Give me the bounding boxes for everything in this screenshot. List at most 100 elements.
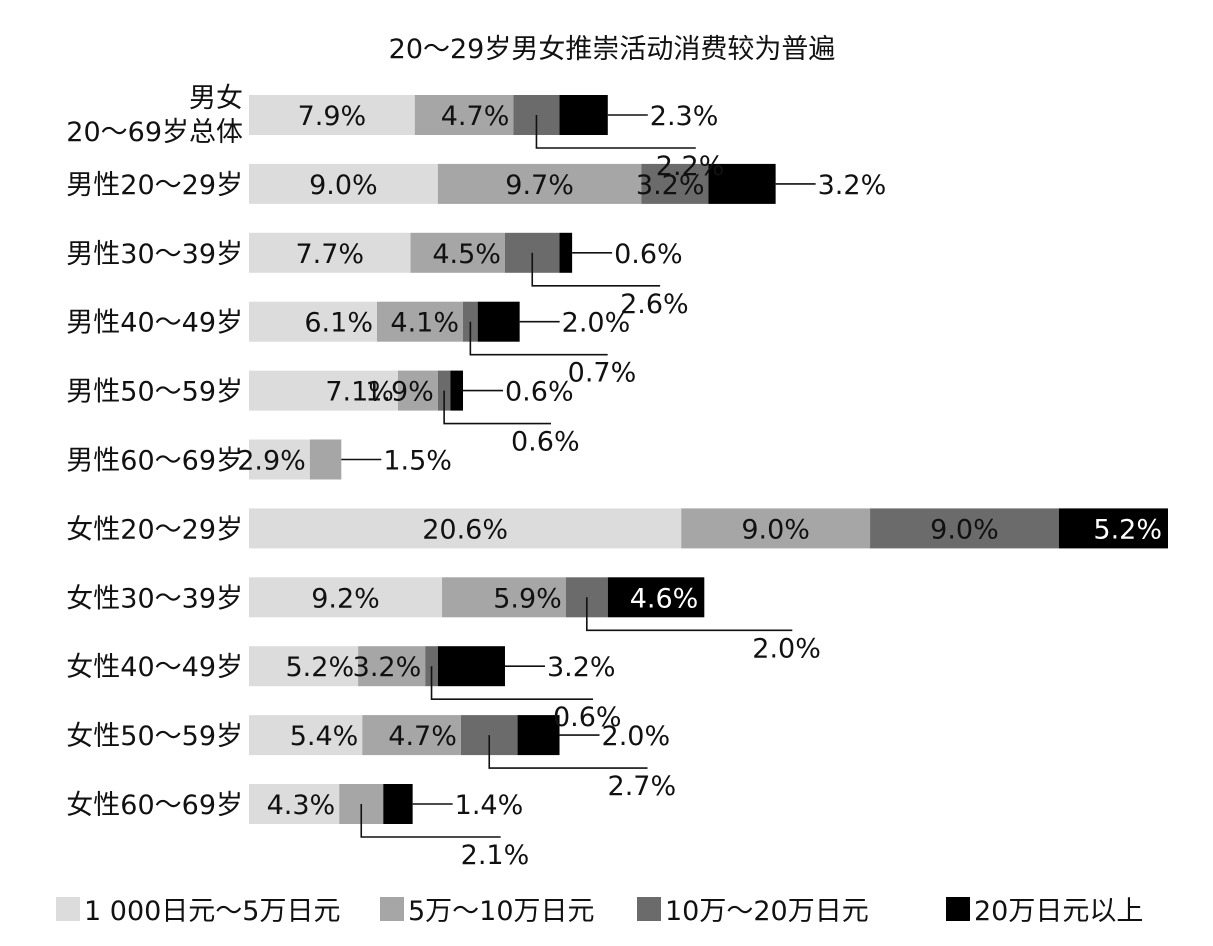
data-label: 2.1% <box>461 840 530 871</box>
data-label: 4.6% <box>630 583 699 614</box>
data-label: 2.7% <box>608 771 677 802</box>
category-label: 女性30～39岁 <box>66 583 243 614</box>
data-label: 0.7% <box>568 358 637 389</box>
bar-segment <box>410 232 505 273</box>
bar-segment <box>708 163 776 204</box>
data-label: 6.1% <box>304 308 373 339</box>
callout-leader <box>469 321 608 356</box>
category-label: 男性20～29岁 <box>66 170 243 201</box>
data-label: 2.6% <box>620 289 689 320</box>
bar-segment <box>249 370 398 411</box>
category-label: 20～69岁总体 <box>66 117 243 148</box>
data-label: 9.7% <box>505 170 574 201</box>
bar-segment <box>1058 508 1168 549</box>
legend-swatch <box>380 897 404 921</box>
bar-segment <box>362 715 461 756</box>
data-label: 0.6% <box>505 377 574 408</box>
bar-segment <box>607 577 705 618</box>
data-label: 4.7% <box>441 101 510 132</box>
data-label: 20.6% <box>422 514 508 545</box>
bar-segment <box>249 95 415 135</box>
data-label: 4.1% <box>390 308 459 339</box>
data-label: 9.0% <box>309 170 378 201</box>
data-label: 4.3% <box>267 790 336 821</box>
bar-segment <box>249 715 363 756</box>
bar-segment <box>309 439 342 480</box>
data-label: 9.0% <box>930 514 999 545</box>
bar-segment <box>437 163 642 204</box>
data-label: 2.0% <box>602 721 671 752</box>
category-label: 男性50～59岁 <box>66 377 243 408</box>
category-label: 女性50～59岁 <box>66 721 243 752</box>
data-label: 7.7% <box>295 239 364 270</box>
callout-leader <box>488 735 648 769</box>
bar-segment <box>559 232 573 273</box>
bar-segment <box>559 95 608 135</box>
data-label: 0.6% <box>553 702 622 733</box>
callout-leader <box>430 666 593 701</box>
bar-segment <box>437 646 505 687</box>
data-label: 3.2% <box>818 170 887 201</box>
bar-segment <box>358 646 426 687</box>
data-label: 2.2% <box>656 151 725 182</box>
data-label: 0.6% <box>614 239 683 270</box>
legend-label: 5万～10万日元 <box>408 896 595 927</box>
data-label: 2.0% <box>562 308 631 339</box>
data-label: 9.0% <box>741 514 810 545</box>
callout-leader <box>535 115 696 149</box>
category-label: 男性60～69岁 <box>66 446 243 477</box>
bar-segment <box>249 508 682 549</box>
category-label: 男女 <box>189 83 243 114</box>
bar-segment <box>249 301 377 342</box>
bar-segment <box>383 784 413 824</box>
legend-swatch <box>56 897 80 921</box>
data-label: 1.4% <box>455 790 524 821</box>
data-label: 3.2% <box>636 170 705 201</box>
bar-segment <box>249 232 411 273</box>
legend: 1 000日元～5万日元 5万～10万日元 10万～20万日元 20万日元以上 <box>56 896 1143 927</box>
callout-leader <box>360 804 501 838</box>
data-label: 7.1% <box>325 377 394 408</box>
bar-segment <box>477 301 520 342</box>
bar-segment <box>870 508 1059 549</box>
category-label: 女性40～49岁 <box>66 652 243 683</box>
data-label: 2.3% <box>650 101 719 132</box>
bar-segment <box>414 95 514 135</box>
data-label: 5.2% <box>1093 514 1162 545</box>
bar-segment <box>376 301 464 342</box>
bar-segment <box>249 646 359 687</box>
bar-segment <box>249 577 443 618</box>
category-label: 女性60～69岁 <box>66 790 243 821</box>
category-label: 男性40～49岁 <box>66 308 243 339</box>
data-label: 3.2% <box>547 652 616 683</box>
data-label: 4.5% <box>432 239 501 270</box>
legend-label: 10万～20万日元 <box>665 896 869 927</box>
data-label: 2.0% <box>752 633 821 664</box>
bar-segment <box>450 370 464 411</box>
callout-leader <box>586 597 793 632</box>
data-label: 7.9% <box>298 101 367 132</box>
bar-segment <box>442 577 566 618</box>
chart-title: 20～29岁男女推崇活动消费较为普遍 <box>389 34 836 65</box>
legend-label: 1 000日元～5万日元 <box>84 896 340 927</box>
category-label: 男性30～39岁 <box>66 239 243 270</box>
bar-segment <box>517 715 560 756</box>
data-label: 2.9% <box>237 446 306 477</box>
category-labels: 男女20～69岁总体男性20～29岁男性30～39岁男性40～49岁男性50～5… <box>66 83 243 821</box>
category-label: 女性20～29岁 <box>66 514 243 545</box>
bars-layer <box>249 95 1168 824</box>
bar-segment <box>397 370 438 411</box>
data-label: 5.2% <box>286 652 355 683</box>
data-label: 3.2% <box>353 652 422 683</box>
data-label: 0.6% <box>511 427 580 458</box>
legend-swatch <box>637 897 661 921</box>
callouts-layer: 7.9% 4.7% 2.3% 2.2% 9.0% 9.7% 3.2% 3.2% 7.7% 4.5%… <box>237 101 1162 871</box>
data-label: 1.5% <box>383 446 452 477</box>
data-label: 5.4% <box>290 721 359 752</box>
callout-leader <box>443 390 552 425</box>
callout-leader <box>531 252 661 287</box>
legend-label: 20万日元以上 <box>974 896 1143 927</box>
bar-segment <box>249 439 310 480</box>
data-label: 9.2% <box>311 583 380 614</box>
